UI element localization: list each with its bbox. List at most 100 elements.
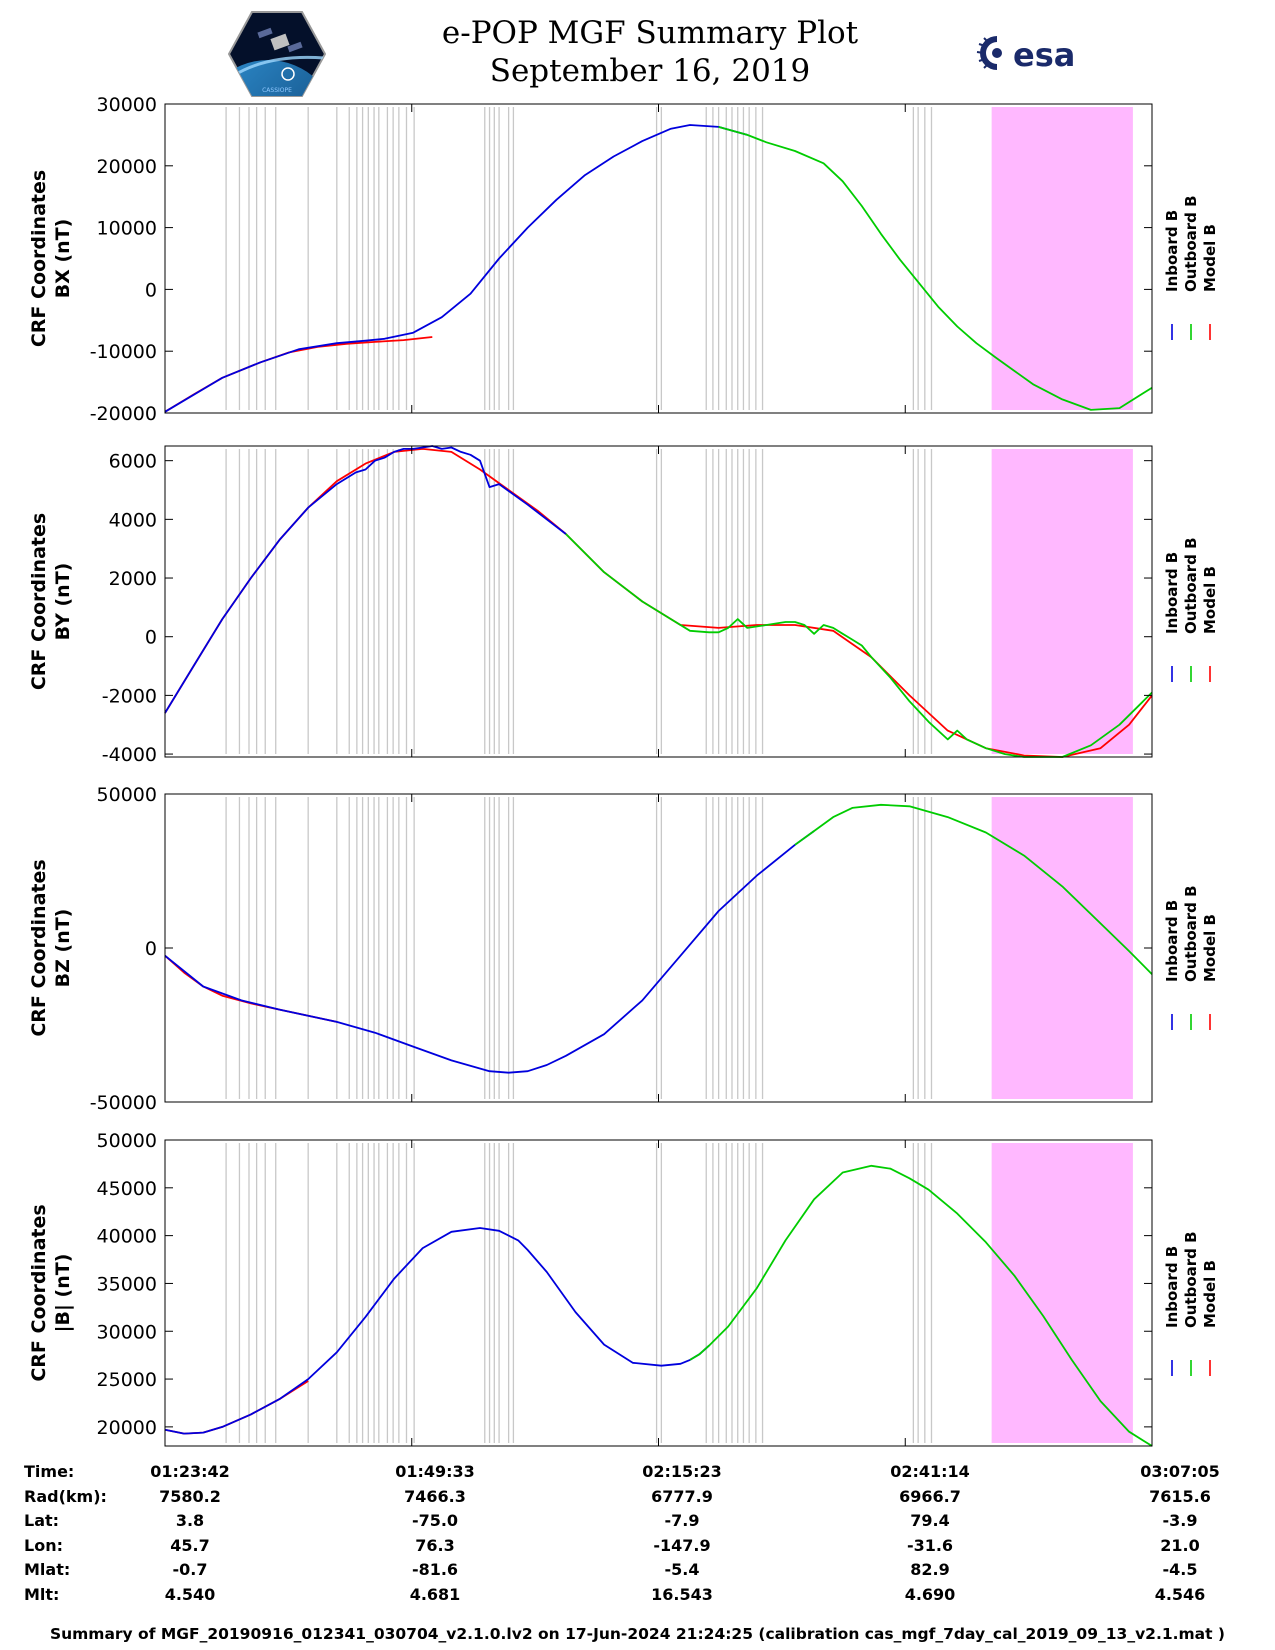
ephemeris-value: 03:07:05: [1140, 1462, 1220, 1481]
panel-1: 30000 20000 10000 0 -10000 -20000 CRF Coordina…: [28, 94, 1219, 425]
esa-logo: esa: [976, 36, 1075, 74]
y-axis-label: CRF Coordinates BY (nT): [28, 513, 74, 690]
legend-label: Inboard B: [1163, 552, 1181, 634]
ephemeris-label: Lon:: [24, 1535, 63, 1555]
ephemeris-row: Time: 01:23:42 01:49:33 02:15:23 02:41:14 03:…: [0, 1462, 1275, 1486]
ephemeris-value: -5.4: [664, 1560, 700, 1579]
y-tick-label: -20000: [90, 403, 157, 425]
ephemeris-value: 4.690: [904, 1584, 956, 1604]
svg-text:esa: esa: [1013, 36, 1075, 74]
y-axis-label: CRF Coordinates BX (nT): [28, 170, 74, 347]
ephemeris-value: 4.681: [409, 1584, 461, 1604]
y-axis-label: CRF Coordinates |B| (nT): [28, 1204, 74, 1381]
footer-caption: Summary of MGF_20190916_012341_030704_v2…: [49, 1625, 1226, 1643]
ephemeris-value: 79.4: [910, 1511, 950, 1530]
y-tick-label: 50000: [97, 784, 157, 806]
ephemeris-value: 02:41:14: [890, 1462, 970, 1481]
svg-text:CASSIOPE: CASSIOPE: [262, 87, 292, 94]
series-outboard-b: [794, 803, 1153, 975]
ephemeris-value: 6966.7: [899, 1486, 961, 1506]
y-tick-label: 50000: [97, 1130, 157, 1152]
y-tick-label: 6000: [109, 451, 157, 473]
series-inboard-b: [164, 445, 567, 714]
legend-label: Inboard B: [1163, 210, 1181, 292]
page-title: e-POP MGF Summary Plot September 16, 201…: [390, 14, 910, 90]
ephemeris-value: 7615.6: [1149, 1486, 1211, 1506]
ephemeris-label: Time:: [24, 1462, 75, 1481]
ephemeris-row: Lon: 45.7 76.3 -147.9 -31.6 21.0: [0, 1536, 1275, 1560]
title-line-1: e-POP MGF Summary Plot: [441, 15, 859, 51]
y-tick-label: 4000: [109, 509, 157, 531]
y-tick-label: 0: [145, 279, 157, 301]
ephemeris-value: 01:23:42: [150, 1462, 230, 1481]
ephemeris-value: -4.5: [1162, 1560, 1198, 1579]
y-tick-label: 30000: [97, 1321, 157, 1343]
y-tick-label: 0: [145, 938, 157, 960]
ephemeris-value: 21.0: [1160, 1535, 1200, 1555]
ephemeris-value: 6777.9: [651, 1486, 713, 1506]
y-axis-label: CRF Coordinates BZ (nT): [28, 859, 74, 1036]
series-model-b: [164, 336, 433, 413]
cassiope-mission-logo: CASSIOPE: [228, 11, 326, 97]
y-tick-label: 20000: [97, 156, 157, 178]
y-tick-label: 45000: [97, 1178, 157, 1200]
series-inboard-b: [164, 124, 748, 413]
ephemeris-value: -0.7: [172, 1560, 208, 1579]
ephemeris-value: 16.543: [651, 1584, 713, 1604]
series-outboard-b: [718, 126, 1153, 411]
y-tick-label: -4000: [102, 744, 157, 766]
ephemeris-value: -7.9: [664, 1511, 700, 1530]
panel-2: 6000 4000 2000 0 -2000 -4000 CRF Coordinates BY…: [28, 445, 1219, 766]
shaded-region: [991, 1143, 1133, 1443]
shaded-region: [991, 107, 1133, 410]
y-axis-label-line-1: CRF Coordinates: [28, 170, 50, 347]
y-tick-label: 10000: [97, 218, 157, 240]
shaded-region: [991, 449, 1133, 754]
ephemeris-value: 01:49:33: [395, 1462, 475, 1481]
panel-4: 50000 45000 40000 35000 30000 25000 20000 CRF C…: [28, 1130, 1219, 1447]
legend-label: Inboard B: [1163, 900, 1181, 982]
y-axis-label-line-2: |B| (nT): [52, 1254, 74, 1333]
series-outboard-b: [689, 1164, 1153, 1447]
ephemeris-label: Lat:: [24, 1511, 60, 1530]
ephemeris-row: Mlat: -0.7 -81.6 -5.4 82.9 -4.5: [0, 1560, 1275, 1584]
series-inboard-b: [164, 1227, 710, 1435]
ephemeris-row: Lat: 3.8 -75.0 -7.9 79.4 -3.9: [0, 1511, 1275, 1535]
ephemeris-label: Mlt:: [24, 1584, 60, 1604]
y-tick-label: 25000: [97, 1369, 157, 1391]
y-tick-label: 0: [145, 627, 157, 649]
ephemeris-row: Rad(km): 7580.2 7466.3 6777.9 6966.7 7615.6: [0, 1487, 1275, 1511]
ephemeris-value: 7580.2: [159, 1486, 221, 1506]
ephemeris-value: 76.3: [415, 1535, 455, 1555]
ephemeris-value: -3.9: [1162, 1511, 1198, 1530]
ephemeris-row: Mlt: 4.540 4.681 16.543 4.690 4.546: [0, 1585, 1275, 1609]
series-outboard-b: [565, 533, 1153, 758]
legend-label: Outboard B: [1182, 195, 1200, 292]
legend-label: Outboard B: [1182, 885, 1200, 982]
y-tick-label: -2000: [102, 685, 157, 707]
legend-label: Outboard B: [1182, 537, 1200, 634]
y-axis-label-line-1: CRF Coordinates: [28, 513, 50, 690]
ephemeris-value: 45.7: [170, 1535, 210, 1555]
y-tick-label: -10000: [90, 341, 157, 363]
ephemeris-value: -81.6: [411, 1560, 459, 1579]
series-inboard-b: [164, 830, 815, 1074]
legend-label: Model B: [1201, 566, 1219, 634]
ephemeris-label: Rad(km):: [24, 1486, 107, 1506]
ephemeris-table: Time: 01:23:42 01:49:33 02:15:23 02:41:14 03:…: [0, 1462, 1275, 1612]
ephemeris-value: 4.540: [164, 1584, 216, 1604]
y-tick-label: 30000: [97, 94, 157, 116]
panel-3: 50000 0 -50000 CRF Coordinates BZ (nT) Inboar…: [28, 784, 1219, 1114]
series-model-b: [164, 955, 337, 1023]
shaded-region: [991, 797, 1133, 1099]
series-model-b: [164, 1380, 309, 1435]
legend-label: Model B: [1201, 1260, 1219, 1328]
y-tick-label: -50000: [90, 1092, 157, 1114]
ephemeris-value: 3.8: [175, 1511, 205, 1530]
ephemeris-value: 82.9: [910, 1560, 950, 1579]
legend-label: Model B: [1201, 914, 1219, 982]
y-tick-label: 40000: [97, 1226, 157, 1248]
y-axis-label-line-2: BY (nT): [52, 563, 74, 641]
y-axis-label-line-2: BZ (nT): [52, 909, 74, 988]
